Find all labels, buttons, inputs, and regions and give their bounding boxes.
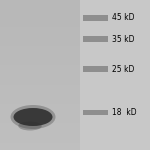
Ellipse shape [14, 108, 52, 126]
Text: 35 kD: 35 kD [112, 34, 135, 43]
Ellipse shape [11, 105, 56, 129]
Bar [82, 15, 108, 21]
Text: 25 kD: 25 kD [112, 64, 135, 74]
Bar [82, 36, 108, 42]
Bar [0, 0, 80, 150]
Text: 45 kD: 45 kD [112, 14, 135, 22]
Bar [82, 110, 108, 115]
Ellipse shape [18, 122, 42, 130]
Bar [82, 66, 108, 72]
Text: 18  kD: 18 kD [112, 108, 137, 117]
